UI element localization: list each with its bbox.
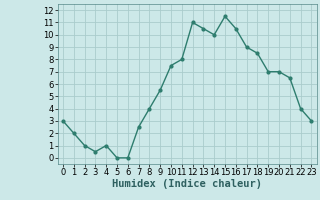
X-axis label: Humidex (Indice chaleur): Humidex (Indice chaleur) [112,179,262,189]
